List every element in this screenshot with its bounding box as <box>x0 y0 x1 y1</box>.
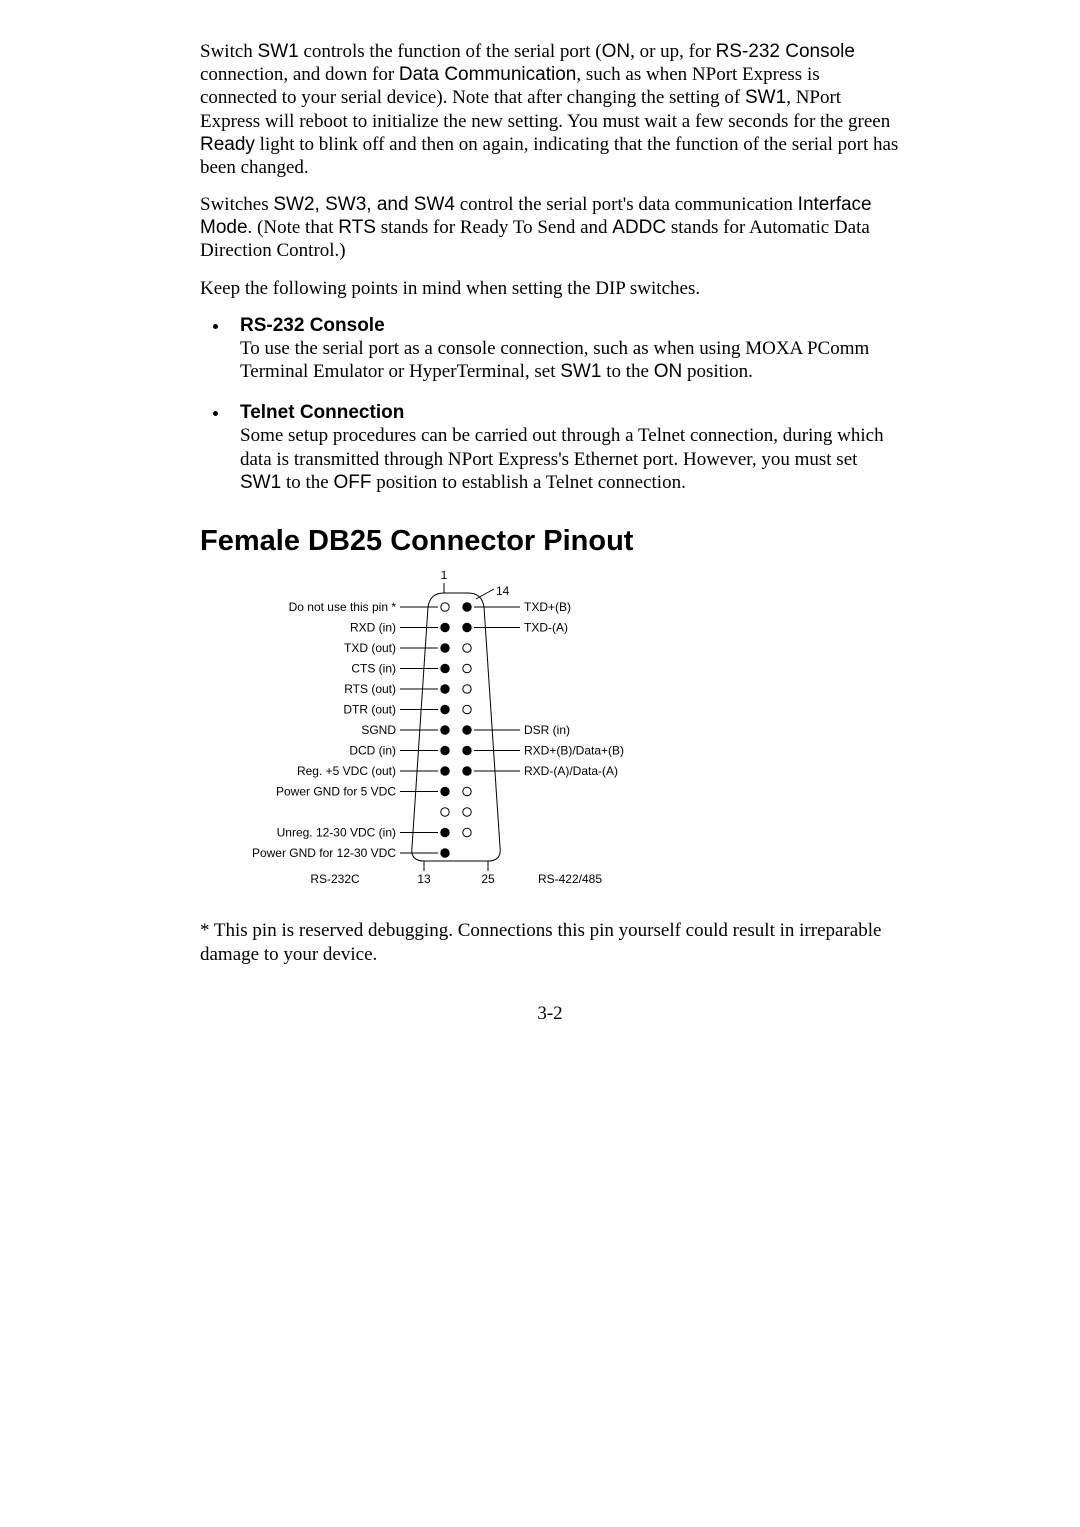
term-ready: Ready <box>200 134 255 155</box>
section-heading-pinout: Female DB25 Connector Pinout <box>200 524 900 559</box>
svg-text:Reg. +5 VDC (out): Reg. +5 VDC (out) <box>297 764 396 778</box>
svg-text:TXD (out): TXD (out) <box>344 641 396 655</box>
text: control the serial port's data communica… <box>455 194 798 215</box>
svg-text:13: 13 <box>417 872 431 886</box>
term-rts: RTS <box>338 217 376 238</box>
term-sw1: SW1 <box>560 361 601 382</box>
text: light to blink off and then on again, in… <box>200 134 898 178</box>
svg-text:TXD-(A): TXD-(A) <box>524 621 568 635</box>
paragraph-sw234: Switches SW2, SW3, and SW4 control the s… <box>200 193 900 263</box>
svg-text:SGND: SGND <box>361 723 396 737</box>
text: Switches <box>200 194 273 215</box>
svg-text:DTR (out): DTR (out) <box>343 703 396 717</box>
term-sw1: SW1 <box>258 41 299 62</box>
svg-text:25: 25 <box>481 872 495 886</box>
svg-text:1: 1 <box>441 571 448 582</box>
text: controls the function of the serial port… <box>299 41 602 62</box>
svg-text:DSR (in): DSR (in) <box>524 723 570 737</box>
text: Some setup procedures can be carried out… <box>240 425 884 469</box>
text: to the <box>601 361 653 382</box>
svg-text:RS-232C: RS-232C <box>310 872 360 886</box>
bullet-title-telnet: Telnet Connection <box>240 402 404 423</box>
term-sw234: SW2, SW3, and SW4 <box>273 194 455 215</box>
svg-text:RTS (out): RTS (out) <box>344 682 396 696</box>
term-sw1: SW1 <box>240 472 281 493</box>
svg-text:RS-422/485: RS-422/485 <box>538 872 602 886</box>
term-sw1: SW1 <box>745 87 786 108</box>
svg-text:TXD+(B): TXD+(B) <box>524 600 571 614</box>
db25-pinout-diagram: Do not use this pin * RXD (in) TXD (out) CT… <box>200 571 680 897</box>
svg-text:Unreg. 12-30 VDC (in): Unreg. 12-30 VDC (in) <box>277 826 396 840</box>
text: to the <box>281 472 333 493</box>
footnote: * This pin is reserved debugging. Connec… <box>200 919 900 965</box>
list-item: Telnet Connection Some setup procedures … <box>230 401 900 494</box>
paragraph-sw1: Switch SW1 controls the function of the … <box>200 40 900 179</box>
term-off: OFF <box>333 472 371 493</box>
term-on: ON <box>654 361 683 382</box>
svg-text:CTS (in): CTS (in) <box>351 662 396 676</box>
bullet-list: RS-232 Console To use the serial port as… <box>200 314 900 494</box>
text: . (Note that <box>248 217 339 238</box>
term-on: ON <box>602 41 631 62</box>
svg-text:14: 14 <box>496 584 510 598</box>
pinout-svg: Do not use this pin * RXD (in) TXD (out) CT… <box>200 571 700 891</box>
svg-text:RXD-(A)/Data-(A): RXD-(A)/Data-(A) <box>524 764 618 778</box>
paragraph-keep-in-mind: Keep the following points in mind when s… <box>200 277 900 300</box>
svg-text:RXD (in): RXD (in) <box>350 621 396 635</box>
document-page: Switch SW1 controls the function of the … <box>0 0 1080 1065</box>
bullet-title-rs232: RS-232 Console <box>240 315 385 336</box>
term-data-communication: Data Communication <box>399 64 576 85</box>
text: position. <box>682 361 753 382</box>
page-number: 3-2 <box>200 1002 900 1025</box>
term-addc: ADDC <box>612 217 666 238</box>
svg-text:Do not use this pin *: Do not use this pin * <box>289 600 397 614</box>
svg-text:DCD (in): DCD (in) <box>349 744 396 758</box>
text: To use the serial port as a console conn… <box>240 338 869 382</box>
text: stands for Ready To Send and <box>376 217 612 238</box>
term-rs232-console: RS-232 Console <box>716 41 855 62</box>
list-item: RS-232 Console To use the serial port as… <box>230 314 900 384</box>
text: position to establish a Telnet connectio… <box>371 472 685 493</box>
text: , or up, for <box>630 41 715 62</box>
svg-text:Power GND for 5 VDC: Power GND for 5 VDC <box>276 785 396 799</box>
svg-text:RXD+(B)/Data+(B): RXD+(B)/Data+(B) <box>524 744 624 758</box>
text: Switch <box>200 41 258 62</box>
svg-text:Power GND for 12-30 VDC: Power GND for 12-30 VDC <box>252 846 396 860</box>
text: connection, and down for <box>200 64 399 85</box>
